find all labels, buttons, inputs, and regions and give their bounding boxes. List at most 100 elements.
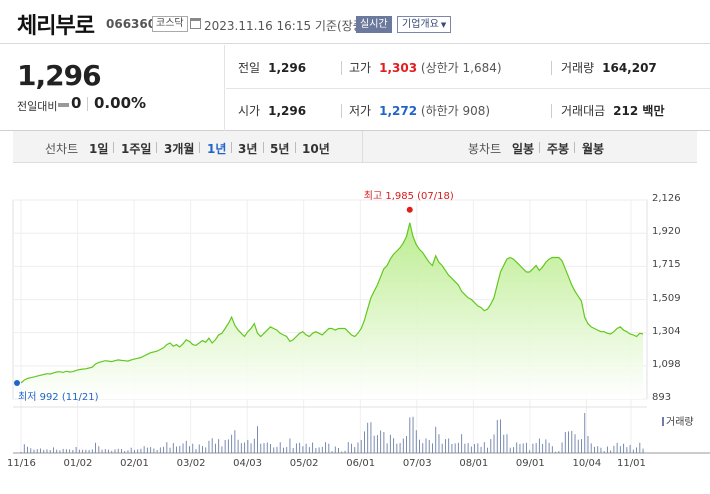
- prev-close-label: 전일: [238, 61, 261, 75]
- x-tick-label: 05/02: [289, 458, 319, 469]
- volume-bar: [172, 443, 174, 453]
- high-annotation: 최고 1,985 (07/18): [363, 190, 454, 202]
- y-tick-label: 1,098: [652, 358, 681, 370]
- volume-bar: [240, 443, 242, 453]
- volume-bar: [435, 426, 437, 453]
- price-chart-svg: [12, 199, 710, 454]
- volume-bar: [98, 446, 100, 453]
- quote-datetime: 2023.11.16 16:15 기준(장중): [204, 19, 369, 33]
- volume-bar: [253, 438, 255, 453]
- volume-bar: [276, 446, 278, 453]
- volume-bar: [383, 432, 385, 453]
- tab-1y[interactable]: 1년: [207, 142, 227, 156]
- volume-bar: [108, 449, 109, 453]
- volume-bar: [20, 452, 22, 453]
- company-info-button[interactable]: 기업개요 ▼: [397, 16, 452, 33]
- volume-bar: [594, 446, 595, 453]
- volume-bar: [292, 448, 294, 453]
- volume-bar: [95, 442, 97, 453]
- volume-bar: [558, 451, 560, 453]
- volume-bar: [490, 439, 492, 453]
- volume-bar: [315, 448, 317, 453]
- y-tick-label: 1,920: [652, 226, 681, 238]
- amount-item: 거래대금 212 백만: [561, 102, 664, 119]
- divider: [551, 104, 552, 118]
- volume-bar: [198, 444, 200, 453]
- volume-bar: [581, 439, 582, 453]
- flat-change-icon: [58, 103, 69, 107]
- divider: [231, 142, 232, 153]
- volume-bar: [166, 442, 168, 453]
- volume-bar: [121, 449, 122, 453]
- volume-bar: [257, 426, 258, 453]
- volume-bar: [623, 443, 625, 453]
- tab-3m[interactable]: 3개월: [164, 142, 195, 156]
- tab-daily[interactable]: 일봉: [512, 142, 535, 156]
- prev-close-item: 전일 1,296: [238, 59, 306, 76]
- volume-bar: [266, 442, 268, 453]
- volume-bar: [503, 434, 505, 453]
- divider: [341, 61, 342, 75]
- divider: [295, 142, 296, 153]
- volume-bar: [357, 442, 359, 453]
- tab-10y[interactable]: 10년: [302, 142, 330, 156]
- volume-bar: [263, 443, 265, 453]
- volume-bar: [389, 434, 391, 453]
- tab-1d[interactable]: 1일: [89, 142, 109, 156]
- volume-bar: [308, 447, 310, 453]
- open-item: 시가 1,296: [238, 102, 306, 119]
- volume-bar: [224, 440, 226, 453]
- realtime-button[interactable]: 실시간: [356, 16, 392, 33]
- y-tick-label: 1,304: [652, 325, 681, 337]
- volume-bar: [477, 443, 479, 453]
- tab-1w[interactable]: 1주일: [121, 142, 152, 156]
- stock-header: 체리부로 066360 코스닥 2023.11.16 16:15 기준(장중) …: [0, 0, 710, 44]
- volume-bar: [273, 447, 275, 453]
- chevron-down-icon: ▼: [440, 21, 447, 29]
- volume-bar: [169, 447, 171, 453]
- volume-bar: [40, 448, 41, 453]
- low-marker: [14, 380, 20, 387]
- volume-bar: [231, 434, 233, 453]
- volume-bar: [584, 413, 586, 453]
- volume-bar: [597, 446, 599, 453]
- price-area: [21, 222, 643, 399]
- volume-bar: [124, 450, 126, 453]
- volume-bar: [23, 444, 25, 453]
- quote-panel: 1,296 전일대비 0 0.00% 전일 1,296 고가 1,303 (상한가 …: [0, 45, 710, 131]
- volume-bar: [127, 450, 129, 453]
- x-tick-label: 06/01: [346, 458, 376, 469]
- tab-5y[interactable]: 5년: [270, 142, 290, 156]
- volume-bar: [642, 448, 644, 453]
- volume-bar: [451, 444, 453, 453]
- volume-bar: [237, 439, 239, 453]
- volume-bar: [619, 446, 621, 453]
- tab-3y[interactable]: 3년: [238, 142, 258, 156]
- volume-bar: [454, 443, 456, 453]
- volume-bar: [513, 447, 514, 453]
- amount-label: 거래대금: [561, 104, 606, 118]
- volume-bar: [143, 446, 145, 453]
- divider: [113, 142, 114, 153]
- volume-bar: [43, 450, 45, 453]
- volume-bar: [564, 432, 566, 453]
- tab-monthly[interactable]: 월봉: [582, 142, 605, 156]
- volume-bar: [159, 447, 161, 453]
- volume-bar: [338, 448, 339, 453]
- high-label: 고가: [349, 61, 372, 75]
- price-series-line: [20, 222, 644, 384]
- volume-bar: [208, 440, 210, 453]
- volume-bar: [529, 450, 531, 453]
- volume-bar: [542, 444, 544, 453]
- volume-bar: [214, 443, 216, 453]
- volume-bar: [626, 447, 628, 453]
- x-tick-label: 11/16: [7, 458, 36, 469]
- calendar-icon: [190, 18, 201, 29]
- volume-bar: [59, 450, 61, 453]
- tab-weekly[interactable]: 주봉: [547, 142, 570, 156]
- volume-bar: [522, 443, 524, 453]
- prev-close-value: 1,296: [268, 61, 307, 75]
- volume-bar: [415, 430, 417, 453]
- divider: [362, 131, 363, 163]
- volume-bar: [380, 430, 382, 453]
